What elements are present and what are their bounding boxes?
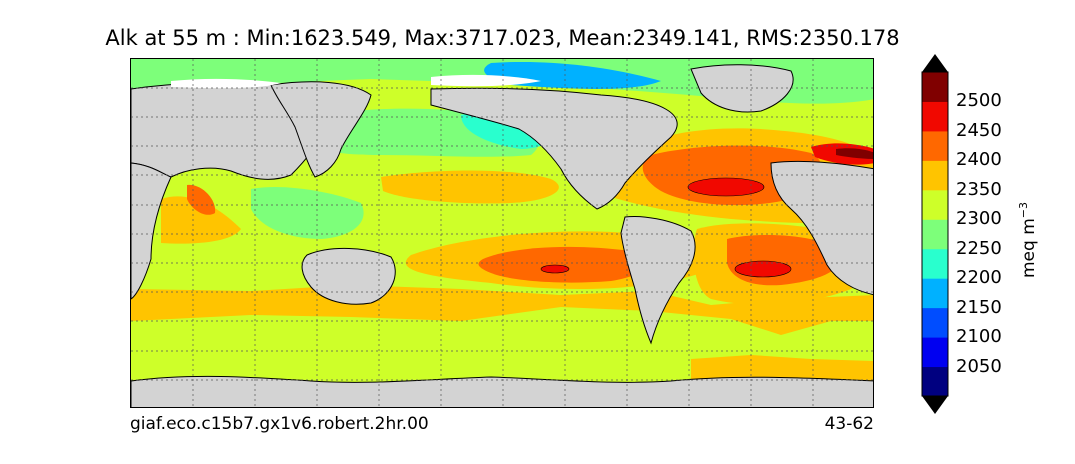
colorbar-tick-label: 2450 [956,119,1002,141]
south-atlantic-2450 [734,260,792,278]
mediterranean-2500 [836,148,873,159]
plot-title: Alk at 55 m : Min:1623.549, Max:3717.023… [105,26,900,50]
case-name-label: giaf.eco.c15b7.gx1v6.robert.2hr.00 [130,414,429,434]
east-asia-landmass [270,81,372,178]
colorbar-segment [922,219,948,250]
colorbar-segment [922,366,948,397]
sea-ice-canadian [431,74,541,87]
indian-ocean-2350 [161,196,241,244]
units-base: meq m [1018,218,1039,278]
sea-ice [171,78,281,89]
colorbar-tick-label: 2200 [956,267,1002,289]
colorbar-segment [922,189,948,220]
colorbar [921,54,949,414]
south-america-landmass [620,216,696,345]
colorbar-segment [922,337,948,368]
colorbar-tick-label: 2150 [956,296,1002,318]
africa-landmass [131,162,172,300]
colorbar-units-label: meq m−3 [1017,202,1039,278]
indonesian-seas-2250 [251,186,364,239]
colorbar-segment [922,72,948,102]
north-atlantic-2450 [687,177,765,197]
colorbar-tick-label: 2500 [956,90,1002,112]
colorbar-segment [922,307,948,338]
australia-landmass [301,248,396,305]
north-america-landmass [430,87,678,210]
colorbar-tick-label: 2100 [956,326,1002,348]
arabian-sea-2400 [187,184,216,215]
years-label: 43-62 [824,414,874,434]
colorbar-tick-label: 2400 [956,149,1002,171]
colorbar-segment [922,248,948,279]
units-exponent: −3 [1017,202,1031,219]
colorbar-segment [922,160,948,191]
colorbar-tick-label: 2350 [956,178,1002,200]
southern-ocean-band-2350 [131,285,873,335]
south-pacific-2400 [478,246,649,283]
colorbar-over-triangle [922,54,948,72]
colorbar-segment [922,101,948,132]
colorbar-segment [922,278,948,309]
map-panel [130,58,874,408]
colorbar-border [921,71,949,397]
colorbar-segment [922,130,948,161]
north-pacific-2350 [381,170,559,204]
land [131,64,873,407]
alkalinity-map [131,59,873,407]
colorbar-tick-label: 2250 [956,237,1002,259]
south-pacific-2450 [540,264,570,274]
west-africa-landmass [770,160,873,296]
colorbar-under-triangle [922,396,948,414]
colorbar-tick-label: 2300 [956,208,1002,230]
antarctica-landmass [131,375,873,407]
colorbar-tick-label: 2050 [956,355,1002,377]
graticule [131,59,873,407]
